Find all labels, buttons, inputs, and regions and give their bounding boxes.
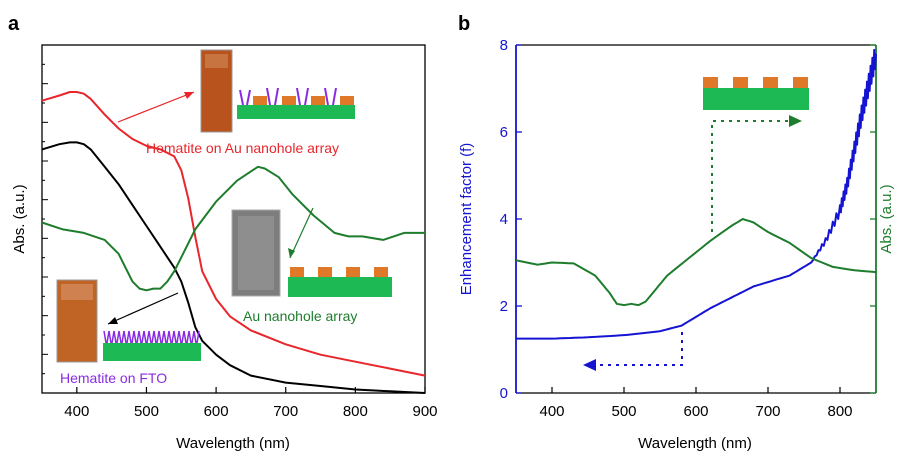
hematite-rod	[168, 330, 172, 344]
hematite-rod	[158, 330, 162, 344]
arrow-green-head	[288, 248, 295, 258]
x-axis-b: 400 500 600 700 800	[539, 387, 853, 420]
photo-au-nanohole-highlight	[238, 216, 274, 290]
au-block	[282, 96, 296, 105]
x-axis-a: 400 500 600 700 800 900	[64, 387, 438, 420]
arrow-red	[117, 91, 195, 123]
hematite-rod	[183, 330, 187, 344]
substrate-pad	[703, 88, 809, 110]
dotted-arrow-blue	[583, 332, 683, 371]
x-tick-label-b: 600	[683, 403, 708, 420]
y-axis-label-a: Abs. (a.u.)	[11, 184, 28, 253]
y-tick-label-b: 2	[500, 298, 508, 315]
series-lines-b	[515, 48, 877, 340]
series-line-a-1	[41, 141, 426, 394]
au-block	[763, 77, 778, 88]
series-line-a-0	[41, 91, 426, 377]
au-block	[733, 77, 748, 88]
y-tick-label-b: 8	[500, 37, 508, 54]
substrate-pad	[288, 277, 392, 297]
hematite-rod	[196, 330, 200, 344]
hematite-rod	[128, 330, 132, 344]
au-block	[340, 96, 354, 105]
x-tick-label-b: 800	[827, 403, 852, 420]
au-block	[374, 267, 388, 277]
x-tick-label-a: 800	[343, 403, 368, 420]
series-line-a-2	[41, 165, 425, 292]
y-axis-label-right-b: Abs. (a.u.)	[878, 184, 895, 253]
au-block	[318, 267, 332, 277]
photo-hematite-au-highlight	[205, 54, 228, 68]
hematite-rod	[108, 330, 112, 344]
arrow-red-head	[184, 92, 194, 99]
hematite-rod	[138, 330, 142, 344]
schematic-hematite-fto	[103, 330, 201, 361]
hematite-rod	[133, 330, 137, 344]
hematite-rod	[143, 330, 147, 344]
hematite-rod	[173, 330, 177, 344]
arrow-green	[289, 207, 314, 259]
hematite-rod	[188, 330, 192, 344]
au-block	[253, 96, 267, 105]
au-block	[346, 267, 360, 277]
arrow-black-head	[108, 317, 118, 324]
au-block	[311, 96, 325, 105]
substrate-pad	[103, 343, 201, 361]
panel-a: a 400 500 600 700 800 900 Wavelength (nm) Abs…	[8, 13, 438, 452]
hematite-rod	[193, 330, 197, 344]
photo-hematite-fto-highlight	[61, 284, 93, 300]
y-axis-a	[42, 63, 48, 375]
au-block	[703, 77, 718, 88]
substrate-pad	[237, 105, 355, 119]
x-tick-label-a: 700	[273, 403, 298, 420]
hematite-rods	[103, 330, 200, 344]
x-tick-label-a: 600	[204, 403, 229, 420]
x-tick-label-b: 400	[539, 403, 564, 420]
x-tick-label-b: 500	[611, 403, 636, 420]
arrow-black	[107, 292, 179, 325]
x-tick-label-a: 400	[64, 403, 89, 420]
y-axis-b: 0 2 4 6 8	[500, 37, 876, 402]
hematite-rod	[118, 330, 122, 344]
hematite-rod	[148, 330, 152, 344]
hematite-rods	[239, 87, 337, 106]
hematite-rod	[153, 330, 157, 344]
schematic-hematite-au	[237, 87, 355, 119]
annotation-hematite-au: Hematite on Au nanohole array	[146, 140, 339, 156]
x-axis-label-a: Wavelength (nm)	[176, 435, 290, 452]
series-line-b-1	[515, 218, 877, 307]
y-axis-label-b: Enhancement factor (f)	[458, 143, 475, 296]
y-tick-label-b: 0	[500, 385, 508, 402]
hematite-rod	[178, 330, 182, 344]
hematite-rod	[123, 330, 127, 344]
series-line-b-0	[516, 48, 877, 340]
x-tick-label-b: 700	[755, 403, 780, 420]
dotted-arrow-green	[711, 115, 802, 232]
series-lines-a	[41, 91, 426, 394]
hematite-rod	[113, 330, 117, 344]
hematite-rod	[103, 330, 107, 344]
x-axis-label-b: Wavelength (nm)	[638, 435, 752, 452]
annotation-au-nanohole: Au nanohole array	[243, 308, 357, 324]
annotation-hematite-fto: Hematite on FTO	[60, 370, 167, 386]
y-tick-label-b: 4	[500, 211, 508, 228]
panel-label-a: a	[8, 13, 20, 35]
x-tick-label-a: 500	[134, 403, 159, 420]
x-tick-label-a: 900	[412, 403, 437, 420]
panel-label-b: b	[458, 13, 470, 35]
y-tick-label-b: 6	[500, 124, 508, 141]
au-block	[290, 267, 304, 277]
hematite-rod	[163, 330, 167, 344]
schematic-au-nanohole	[288, 267, 392, 297]
au-block	[793, 77, 808, 88]
schematic-b	[703, 77, 809, 110]
